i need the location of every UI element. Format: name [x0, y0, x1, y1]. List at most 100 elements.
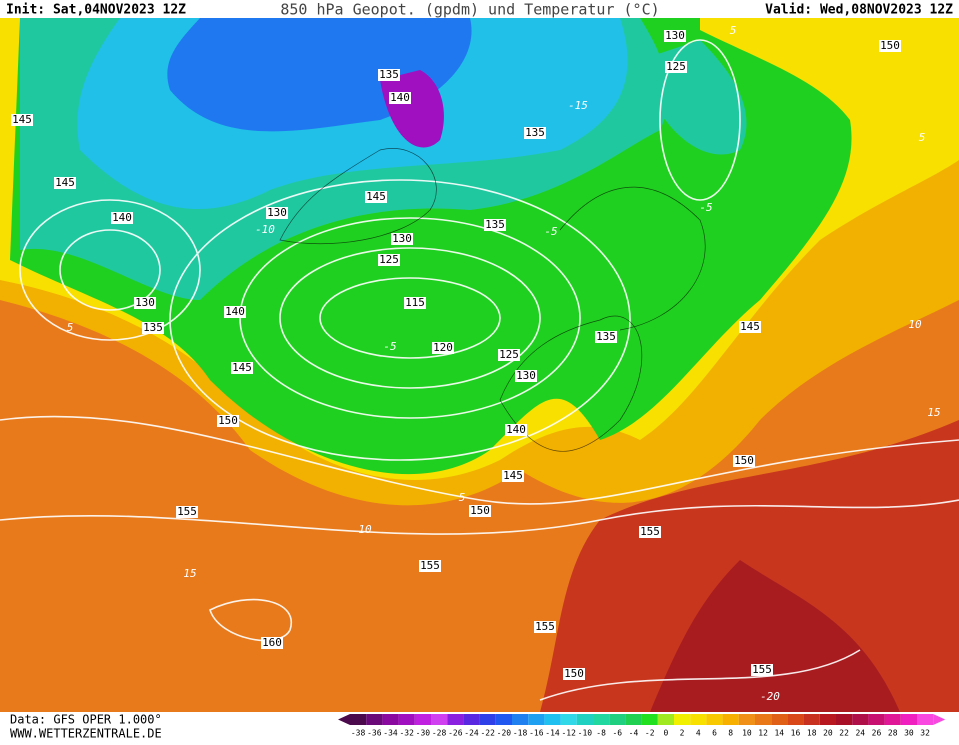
colorbar-label: -22	[480, 729, 495, 738]
geopotential-label: 155	[177, 505, 197, 518]
colorbar-label: -16	[529, 729, 544, 738]
colorbar-label: -4	[629, 729, 639, 738]
label-box	[54, 177, 76, 189]
colorbar-cell	[690, 714, 707, 725]
label-box	[751, 664, 773, 676]
colorbar-cell	[447, 714, 464, 725]
colorbar-cell	[366, 714, 383, 725]
colorbar-label: -6	[612, 729, 622, 738]
colorbar-cell	[609, 714, 626, 725]
geopotential-label: 135	[525, 126, 545, 139]
label-box	[639, 526, 661, 538]
label-box	[231, 362, 253, 374]
geopotential-label: 140	[225, 305, 245, 318]
colorbar-cell	[350, 714, 367, 725]
site: WWW.WETTERZENTRALE.DE	[10, 727, 162, 741]
colorbar-cell	[755, 714, 772, 725]
geopotential-label: 115	[405, 296, 425, 309]
label-box	[505, 424, 527, 436]
colorbar-cell	[414, 714, 431, 725]
geopotential-label: 130	[392, 232, 412, 245]
geopotential-label: 155	[535, 620, 555, 633]
colorbar-label: -14	[545, 729, 560, 738]
colorbar-label: 0	[663, 729, 668, 738]
colorbar: -38 -36 -34 -32 -30 -28 -26 -24 -22 -20 -18 -16 -14-…	[338, 714, 946, 738]
geopotential-label: 135	[143, 321, 163, 334]
temperature-label: 10	[908, 318, 922, 331]
colorbar-label: 28	[888, 729, 898, 738]
geopotential-label: 140	[390, 91, 410, 104]
label-box	[733, 455, 755, 467]
temperature-label: -5	[544, 225, 557, 238]
geopotential-label: 150	[564, 667, 584, 680]
geopotential-label: 145	[12, 113, 32, 126]
geopotential-label: 125	[666, 60, 686, 73]
colorbar-label: 30	[904, 729, 914, 738]
label-box	[134, 297, 156, 309]
colorbar-label: 10	[742, 729, 752, 738]
colorbar-cell	[528, 714, 545, 725]
label-box	[469, 505, 491, 517]
label-box	[419, 560, 441, 572]
colorbar-cell	[722, 714, 739, 725]
colorbar-cell	[787, 714, 804, 725]
label-box	[563, 668, 585, 680]
colorbar-cell	[512, 714, 529, 725]
geopotential-label: 145	[232, 361, 252, 374]
temperature-label: 5	[919, 131, 926, 144]
colorbar-arrow-right	[933, 714, 946, 725]
colorbar-label: 32	[920, 729, 930, 738]
temperature-label: 15	[927, 406, 940, 419]
colorbar-label: -26	[448, 729, 463, 738]
colorbar-cell	[463, 714, 480, 725]
temperature-label: 5	[730, 24, 737, 37]
geopotential-label: 140	[506, 423, 526, 436]
colorbar-cell	[544, 714, 561, 725]
geopotential-label: 150	[734, 454, 754, 467]
colorbar-cell	[803, 714, 820, 725]
colorbar-cell	[884, 714, 901, 725]
geopotential-label: 140	[112, 211, 132, 224]
colorbar-cell	[852, 714, 869, 725]
colorbar-cell	[431, 714, 448, 725]
colorbar-label: -20	[497, 729, 512, 738]
header-bar	[0, 0, 959, 18]
temperature-label: -15	[568, 99, 588, 112]
colorbar-cell	[495, 714, 512, 725]
geopotential-label: 135	[596, 330, 616, 343]
colorbar-cell	[706, 714, 723, 725]
geopotential-label: 150	[218, 414, 238, 427]
temperature-label: 10	[358, 523, 372, 536]
colorbar-label: -10	[578, 729, 593, 738]
label-box	[266, 207, 288, 219]
colorbar-label: -28	[432, 729, 447, 738]
label-box	[378, 254, 400, 266]
colorbar-label: 4	[696, 729, 701, 738]
label-box	[111, 212, 133, 224]
label-box	[391, 233, 413, 245]
label-box	[879, 40, 901, 52]
colorbar-label: 16	[791, 729, 801, 738]
label-box	[404, 297, 426, 309]
init-time: Init: Sat,04NOV2023 12Z	[6, 3, 186, 18]
temperature-label: 15	[183, 567, 196, 580]
map	[0, 18, 959, 712]
colorbar-cell	[674, 714, 691, 725]
label-box	[524, 127, 546, 139]
map-title: 850 hPa Geopot. (gpdm) und Temperatur (°…	[280, 1, 659, 19]
colorbar-label: 12	[758, 729, 768, 738]
colorbar-label: 26	[872, 729, 882, 738]
geopotential-label: 145	[503, 469, 523, 482]
temperature-label: -5	[383, 340, 396, 353]
geopotential-label: 125	[499, 348, 519, 361]
label-box	[217, 415, 239, 427]
geopotential-label: 135	[379, 68, 399, 81]
colorbar-arrow-left	[338, 714, 350, 725]
colorbar-cell	[900, 714, 917, 725]
geopotential-label: 130	[516, 369, 536, 382]
colorbar-cell	[771, 714, 788, 725]
geopotential-label: 125	[379, 253, 399, 266]
colorbar-label: 24	[855, 729, 865, 738]
colorbar-label: -12	[561, 729, 576, 738]
